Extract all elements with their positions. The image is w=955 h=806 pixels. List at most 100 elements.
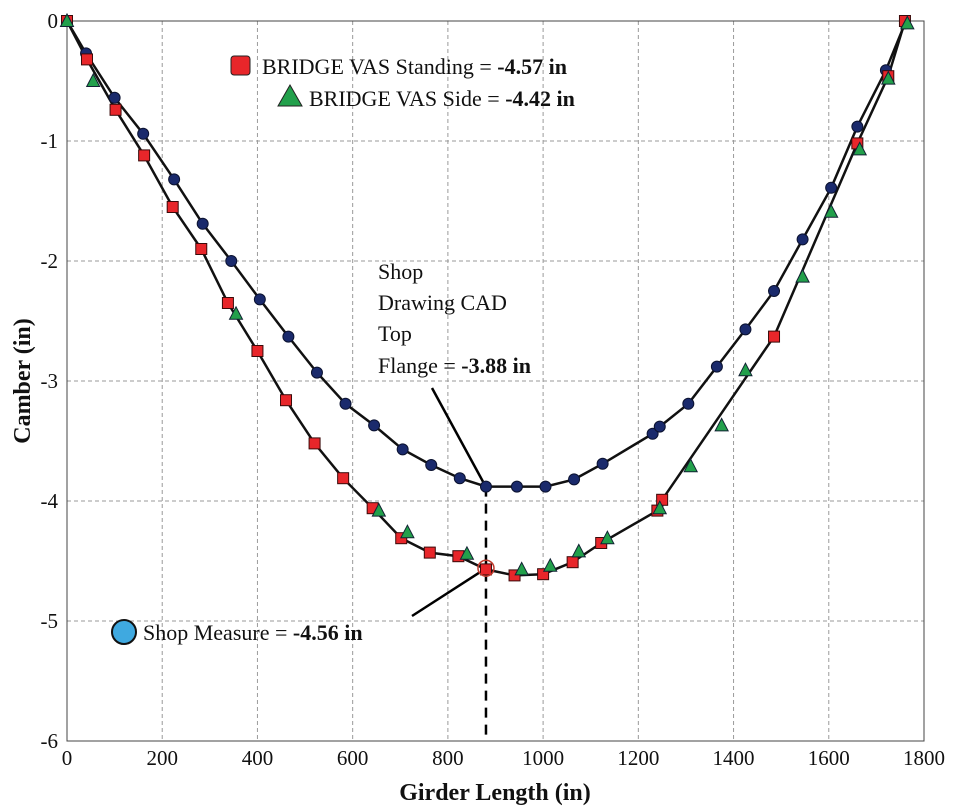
point-side — [714, 417, 729, 432]
y-tick-label: -5 — [41, 609, 59, 633]
point-side — [400, 524, 415, 539]
cad-annotation-line-3: Top — [378, 321, 412, 346]
point-standing — [280, 394, 293, 407]
point-side — [738, 362, 753, 377]
point-side — [228, 305, 244, 320]
shop-measure-point — [477, 559, 495, 577]
point-cad — [768, 285, 781, 297]
point-cad — [682, 397, 695, 410]
cad-annotation: Shop Drawing CAD Top Flange = -3.88 in — [378, 259, 531, 378]
point-cad — [282, 330, 295, 343]
point-cad — [453, 472, 466, 485]
y-tick-label: -3 — [41, 369, 59, 393]
point-side — [652, 500, 668, 515]
point-standing — [80, 53, 93, 66]
y-tick-label: -1 — [41, 129, 59, 153]
point-cad — [851, 120, 864, 133]
shop-annotation-label: Shop Measure = -4.56 in — [143, 620, 363, 645]
point-side — [852, 141, 868, 156]
point-standing — [479, 563, 492, 576]
x-tick-label: 1200 — [617, 746, 659, 770]
point-standing — [566, 556, 579, 569]
point-standing — [423, 546, 436, 559]
cad-annotation-line-1: Shop — [378, 259, 423, 284]
axis-ticks: 0 200 400 600 800 1000 1200 1400 1600 1800 0 -1 -2 -3… — [41, 9, 946, 770]
point-side — [514, 561, 530, 576]
point-standing — [308, 437, 321, 450]
point-cad — [253, 293, 266, 306]
y-tick-label: -4 — [41, 489, 59, 513]
point-side — [600, 530, 615, 545]
point-standing — [109, 103, 122, 116]
point-side — [371, 502, 387, 517]
point-cad — [739, 323, 752, 336]
point-cad — [825, 181, 838, 194]
point-cad — [137, 127, 150, 140]
shop-leader-line — [411, 571, 481, 618]
legend-side-text: BRIDGE VAS Side = — [309, 86, 505, 111]
cad-annotation-text: Flange = — [378, 353, 461, 378]
point-cad — [396, 443, 409, 456]
x-tick-label: 1400 — [713, 746, 755, 770]
point-side — [85, 72, 101, 87]
point-cad — [653, 420, 666, 433]
point-standing — [251, 345, 264, 357]
legend-standing-marker — [230, 55, 251, 76]
point-side — [880, 70, 896, 85]
point-side — [795, 268, 810, 283]
point-standing — [337, 472, 350, 485]
point-cad — [568, 473, 581, 486]
point-side — [459, 545, 475, 560]
legend-side-marker — [277, 83, 303, 107]
x-tick-label: 1800 — [903, 746, 945, 770]
x-tick-label: 200 — [146, 746, 178, 770]
point-cad — [710, 360, 723, 373]
x-tick-label: 800 — [432, 746, 464, 770]
point-cad — [168, 173, 181, 186]
y-tick-label: -6 — [41, 729, 59, 753]
point-standing — [138, 149, 151, 162]
point-standing — [221, 297, 234, 309]
point-cad — [196, 217, 209, 230]
point-standing — [768, 330, 781, 343]
plot-frame — [66, 20, 925, 742]
legend-side-value: -4.42 in — [505, 86, 575, 111]
point-cad — [310, 366, 323, 379]
shop-measure-legend-marker — [111, 619, 137, 645]
x-tick-label: 400 — [242, 746, 274, 770]
cad-annotation-line-2: Drawing CAD — [378, 290, 507, 315]
legend: BRIDGE VAS Standing = -4.57 in BRIDGE VA… — [230, 54, 575, 111]
legend-standing-value: -4.57 in — [497, 54, 567, 79]
cad-annotation-line-4: Flange = -3.88 in — [378, 353, 531, 378]
cad-leader-line — [430, 387, 485, 483]
point-cad — [368, 419, 381, 432]
shop-annotation-text: Shop Measure = — [143, 620, 293, 645]
point-cad — [425, 459, 438, 471]
x-tick-label: 1000 — [522, 746, 564, 770]
x-tick-label: 600 — [337, 746, 369, 770]
point-cad — [479, 480, 492, 493]
point-cad — [596, 457, 609, 470]
point-cad — [646, 427, 659, 440]
point-side — [59, 12, 75, 27]
x-tick-label: 1600 — [808, 746, 850, 770]
point-cad — [339, 397, 352, 410]
x-axis-label: Girder Length (in) — [399, 780, 591, 806]
shop-annotation: Shop Measure = -4.56 in — [111, 619, 363, 645]
cad-annotation-value: -3.88 in — [461, 353, 531, 378]
point-standing — [166, 201, 179, 213]
shop-annotation-value: -4.56 in — [293, 620, 363, 645]
series-layer — [59, 12, 915, 582]
legend-standing-text: BRIDGE VAS Standing = — [262, 54, 497, 79]
y-tick-label: -2 — [41, 249, 59, 273]
y-axis-label: Camber (in) — [10, 318, 36, 444]
point-standing — [537, 568, 550, 581]
point-side — [571, 543, 587, 558]
point-cad — [108, 91, 121, 104]
point-cad — [510, 480, 523, 493]
legend-side-label: BRIDGE VAS Side = -4.42 in — [309, 86, 575, 111]
point-cad — [539, 480, 552, 493]
point-side — [683, 458, 699, 473]
point-standing — [195, 243, 208, 255]
